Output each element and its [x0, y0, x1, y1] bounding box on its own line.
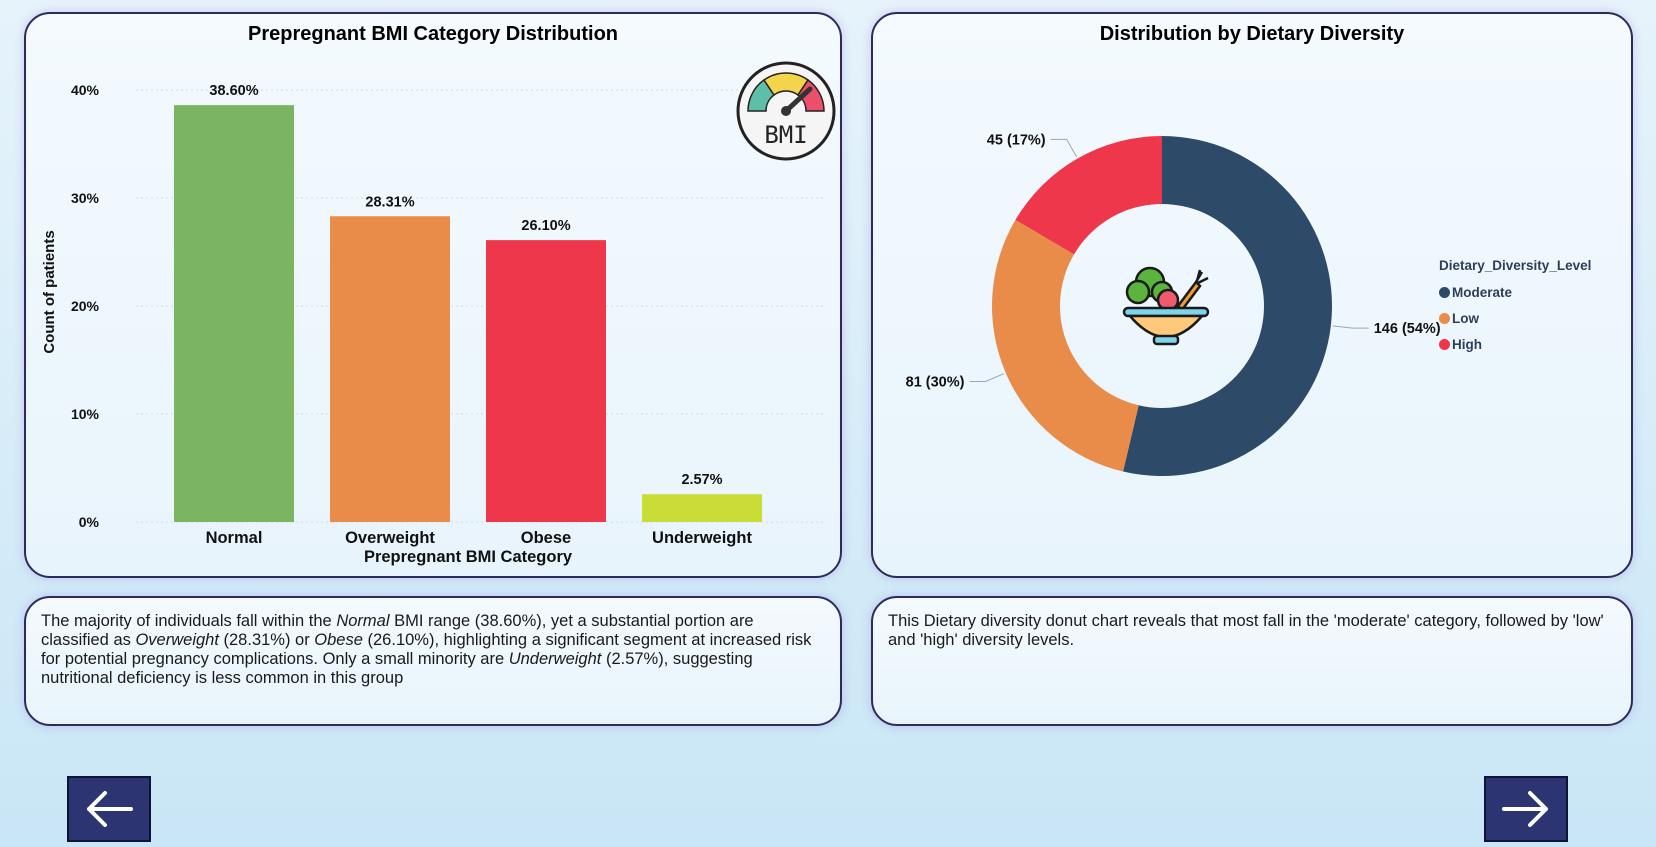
legend-swatch [1439, 312, 1450, 324]
leader-line [1050, 138, 1078, 157]
diet-chart-title: Distribution by Dietary Diversity [1099, 23, 1405, 45]
bmi-badge-text: BMI [764, 121, 807, 149]
bmi-insight-card: The majority of individuals fall within … [24, 596, 842, 726]
donut-data-label: 146 (54%) [1374, 321, 1441, 337]
insight-text: (2.57%), suggesting nutritional deficien… [41, 650, 753, 687]
donut-data-label: 81 (30%) [906, 375, 965, 391]
legend-label: High [1452, 336, 1482, 352]
bmi-chart-card: Prepregnant BMI Category Distribution 0%… [24, 12, 842, 578]
bar-overweight [330, 216, 450, 522]
legend-item-high[interactable]: High [1439, 331, 1591, 357]
y-tick-label: 0% [79, 514, 100, 530]
insight-emphasis: Normal [336, 612, 390, 630]
insight-emphasis: Underweight [508, 650, 602, 668]
x-axis-title: Prepregnant BMI Category [364, 548, 573, 566]
leader-line [1332, 325, 1369, 329]
x-tick-label: Underweight [652, 529, 752, 547]
diet-insight-text: This Dietary diversity donut chart revea… [888, 612, 1604, 649]
previous-page-button[interactable] [67, 776, 151, 842]
legend-label: Low [1452, 310, 1479, 326]
bar-data-label: 2.57% [681, 472, 722, 488]
legend-label: Moderate [1452, 284, 1513, 300]
vegetable-bowl-icon [1122, 266, 1210, 346]
diet-insight-card: This Dietary diversity donut chart revea… [871, 596, 1633, 726]
bar-data-label: 38.60% [209, 83, 258, 99]
legend-swatch [1439, 286, 1450, 298]
donut-slice-low [992, 219, 1139, 472]
bar-normal [174, 105, 294, 523]
legend-item-moderate[interactable]: Moderate [1439, 279, 1591, 305]
insight-text: (28.31%) or [218, 631, 315, 649]
bmi-insight-text: The majority of individuals fall within … [41, 612, 820, 688]
insight-emphasis: Obese [314, 631, 363, 649]
y-tick-label: 40% [71, 82, 100, 98]
bar-obese [486, 240, 606, 522]
next-page-button[interactable] [1484, 776, 1568, 842]
insight-text: The majority of individuals fall within … [41, 612, 337, 630]
bmi-chart-title: Prepregnant BMI Category Distribution [247, 23, 619, 45]
legend-swatch [1439, 338, 1450, 350]
insight-text: BMI range (38.60%), yet a substantial po… [41, 612, 754, 649]
x-tick-label: Normal [206, 529, 263, 547]
y-tick-label: 30% [71, 190, 100, 206]
arrow-left-icon [87, 791, 133, 827]
insight-emphasis: Overweight [135, 631, 219, 649]
bar-data-label: 26.10% [521, 218, 570, 234]
donut-data-label: 45 (17%) [987, 132, 1046, 148]
diet-donut-chart: 146 (54%) 81 (30%) 45 (17%) [906, 132, 1441, 477]
legend-title: Dietary_Diversity_Level [1439, 258, 1592, 273]
x-tick-label: Overweight [345, 529, 435, 547]
arrow-right-icon [1502, 791, 1548, 827]
y-tick-label: 20% [71, 298, 100, 314]
bar-underweight [642, 494, 762, 522]
diet-legend: Dietary_Diversity_Level Moderate Low Hig… [1439, 258, 1591, 357]
legend-item-low[interactable]: Low [1439, 305, 1591, 331]
y-axis-title: Count of patients [41, 230, 58, 353]
bmi-bar-chart: 0% 10% 20% 30% 40% 38.60% Normal 28.31% Overweig… [41, 82, 826, 566]
bmi-gauge-icon: BMI [736, 61, 836, 161]
insight-text: (26.10%), highlighting a significant seg… [41, 631, 812, 668]
donut-slice-high [1015, 136, 1162, 255]
donut-slice-moderate [1123, 136, 1332, 477]
y-tick-label: 10% [71, 406, 100, 422]
leader-line [969, 373, 1005, 383]
x-tick-label: Obese [521, 529, 571, 547]
bar-data-label: 28.31% [365, 194, 414, 210]
